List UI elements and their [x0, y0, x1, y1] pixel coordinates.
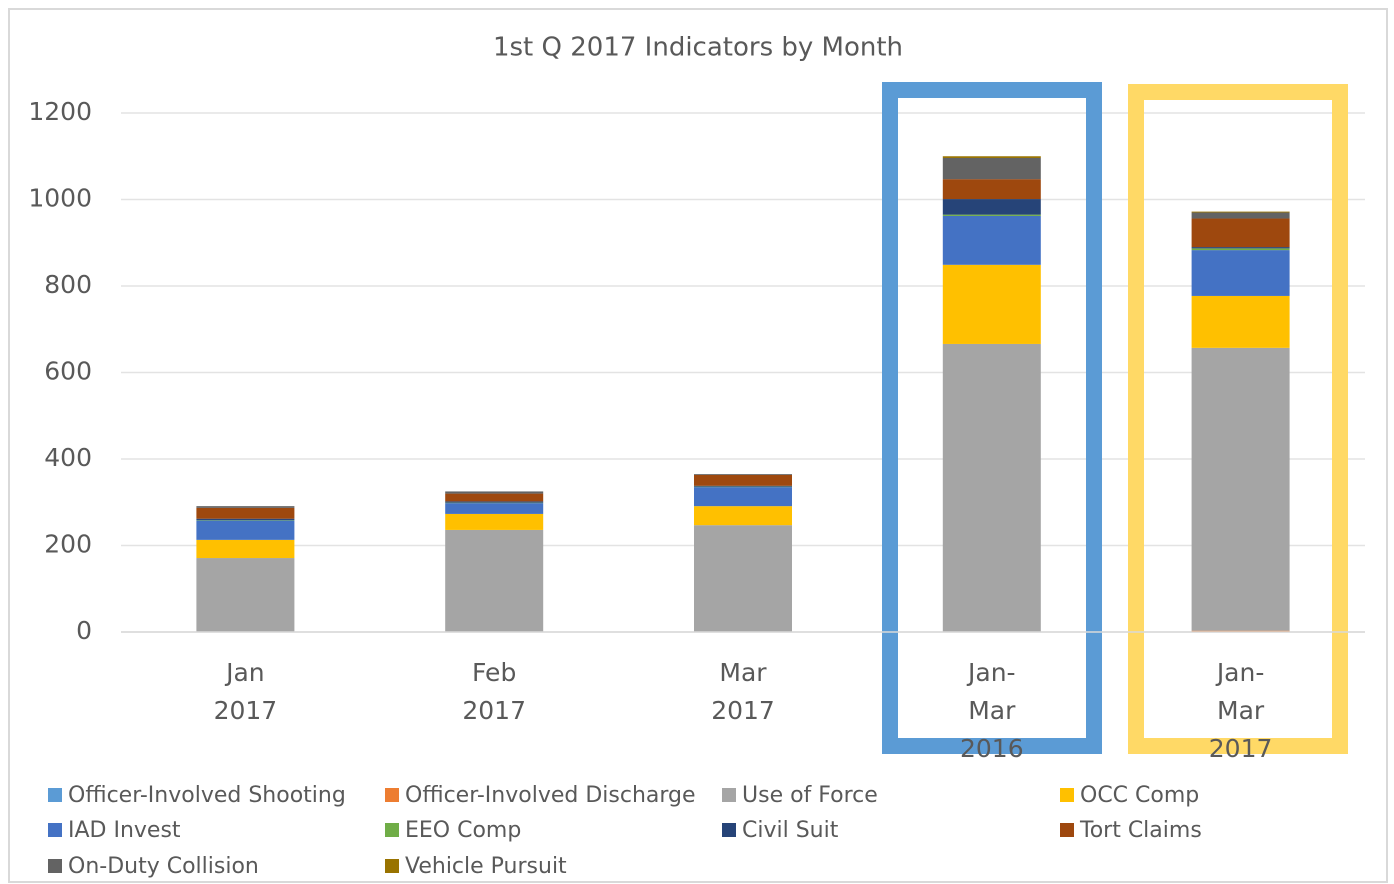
bar-segment: [694, 506, 792, 526]
legend-label: IAD Invest: [68, 817, 181, 843]
bar-segment: [445, 491, 544, 494]
bar-segment: [445, 513, 544, 530]
bar-segment: [196, 506, 295, 508]
y-tick-label: 600: [44, 357, 92, 386]
bar-segment: [196, 520, 295, 540]
legend-swatch: [385, 859, 399, 873]
bar-segment: [694, 474, 792, 476]
legend-item: OCC Comp: [1060, 781, 1199, 809]
legend-label: EEO Comp: [405, 817, 522, 843]
x-tick-label: Jan-Mar 2016: [959, 658, 1024, 763]
bar-segment: [445, 501, 544, 503]
bar-segment: [942, 179, 1041, 200]
bar-segment: [694, 525, 792, 632]
bar-segment: [445, 529, 544, 632]
chart-title: 1st Q 2017 Indicators by Month: [493, 33, 903, 63]
legend-item: Officer-Involved Shooting: [48, 781, 346, 809]
bar-segment: [196, 558, 295, 632]
legend-swatch: [385, 788, 399, 802]
bar-segment: [1191, 347, 1290, 631]
bar-segment: [1191, 212, 1290, 219]
legend-item: On-Duty Collision: [48, 852, 259, 880]
legend-swatch: [722, 823, 736, 837]
legend-label: OCC Comp: [1080, 782, 1200, 808]
legend-label: Use of Force: [742, 782, 878, 808]
y-tick-label: 0: [76, 616, 92, 645]
highlight-box: [1128, 84, 1348, 754]
bar-segment: [1191, 250, 1290, 296]
legend-swatch: [385, 823, 399, 837]
y-tick-label: 1200: [28, 97, 92, 126]
legend-item: Officer-Involved Discharge: [385, 781, 696, 809]
y-tick-label: 400: [44, 443, 92, 472]
bar-segment: [1191, 247, 1290, 249]
x-tick-label: Mar 2017: [711, 658, 775, 725]
y-tick-label: 800: [44, 270, 92, 299]
legend-label: Tort Claims: [1080, 817, 1202, 843]
x-tick-label: Jan 2017: [213, 658, 278, 725]
x-tick-label: Feb 2017: [462, 658, 526, 725]
legend-label: Vehicle Pursuit: [405, 853, 567, 879]
bar-segment: [445, 503, 544, 514]
y-tick-label: 200: [44, 530, 92, 559]
legend-item: Civil Suit: [722, 816, 838, 844]
bar-segment: [694, 485, 792, 487]
legend-swatch: [48, 788, 62, 802]
bar-segment: [1191, 211, 1290, 213]
bar-segment: [942, 214, 1041, 216]
bar-segment: [196, 539, 295, 559]
x-tick-label: Jan-Mar 2017: [1208, 658, 1273, 763]
bar-segment: [445, 493, 544, 502]
legend-swatch: [1060, 788, 1074, 802]
legend-swatch: [1060, 823, 1074, 837]
highlight-box: [882, 82, 1102, 754]
bar-segment: [1191, 218, 1290, 248]
bar-segment: [942, 156, 1041, 158]
bar-segment: [942, 343, 1041, 632]
bar-segment: [1191, 295, 1290, 348]
legend-item: EEO Comp: [385, 816, 521, 844]
bar-segment: [694, 487, 792, 507]
legend-item: Vehicle Pursuit: [385, 852, 567, 880]
bar-segment: [196, 507, 295, 519]
y-tick-label: 1000: [28, 184, 92, 213]
bar-segment: [942, 264, 1041, 344]
legend-swatch: [48, 823, 62, 837]
bar-segment: [942, 199, 1041, 215]
chart-border: [8, 8, 1388, 883]
bar-segment: [694, 475, 792, 486]
legend-swatch: [48, 859, 62, 873]
legend-label: Civil Suit: [742, 817, 839, 843]
bar-segment: [942, 157, 1041, 180]
bar-segment: [942, 215, 1041, 265]
bar-segment: [196, 518, 295, 520]
bar-segment: [1191, 248, 1290, 251]
legend-label: Officer-Involved Discharge: [405, 782, 696, 808]
legend-item: Use of Force: [722, 781, 878, 809]
legend-item: Tort Claims: [1060, 816, 1202, 844]
legend-label: Officer-Involved Shooting: [68, 782, 346, 808]
legend-item: IAD Invest: [48, 816, 181, 844]
legend-label: On-Duty Collision: [68, 853, 259, 879]
legend-swatch: [722, 788, 736, 802]
